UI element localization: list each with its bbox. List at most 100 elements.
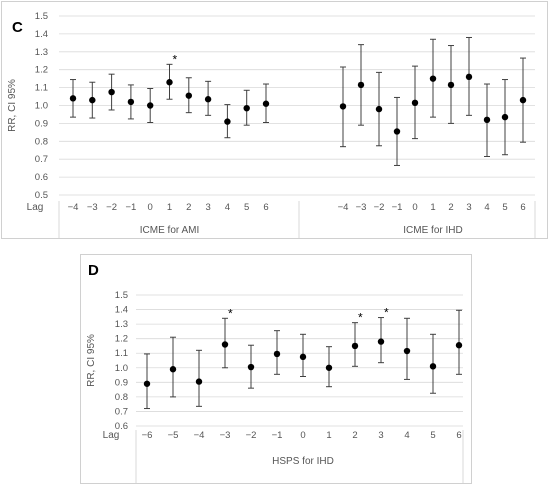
- chart-d-data-point: [143, 380, 151, 387]
- chart-d-lag-prefix: Lag: [103, 430, 120, 441]
- chart-c-data-point: [375, 105, 383, 113]
- chart-d-data-point: [351, 342, 359, 350]
- chart-c-data-point: [204, 96, 212, 103]
- chart-d-group-label: HSPS for IHD: [272, 456, 334, 467]
- chart-c-lag-tick-label: 1: [430, 202, 435, 213]
- chart-c-lag-tick-label: −1: [125, 202, 136, 213]
- chart-d-lag-tick-label: 3: [378, 430, 383, 441]
- chart-d-data-point: [403, 347, 411, 355]
- chart-d-y-tick-label: 1.1: [115, 348, 128, 359]
- chart-c-lag-tick-label: 4: [225, 202, 230, 213]
- chart-c-y-axis-label: RR, CI 95%: [7, 79, 18, 132]
- chart-d-data-point: [195, 378, 203, 385]
- chart-c-lag-tick-label: 4: [484, 202, 489, 213]
- chart-d-data-point: [247, 363, 255, 371]
- chart-c-lag-tick-label: 0: [412, 202, 417, 213]
- chart-c-y-tick-label: 1.5: [35, 11, 48, 22]
- chart-c-y-tick-label: 1.3: [35, 47, 48, 58]
- chart-c-lag-tick-label: 3: [205, 202, 210, 213]
- chart-d-data-point: [377, 338, 385, 345]
- chart-c-data-point: [429, 75, 437, 82]
- chart-c-y-tick-label: 1.2: [35, 65, 48, 76]
- chart-c-data-point: [483, 116, 491, 124]
- chart-d-lag-tick-label: −5: [168, 430, 179, 441]
- chart-d-data-point: [455, 342, 463, 349]
- chart-c-data-point: [185, 92, 192, 99]
- chart-c-data-point: [69, 95, 77, 102]
- chart-c-lag-tick-label: −3: [356, 202, 367, 213]
- chart-d-data-point: [221, 341, 229, 348]
- chart-c-data-point: [465, 73, 473, 81]
- chart-d-data-point: [169, 366, 177, 373]
- chart-c-data-point: [166, 79, 173, 86]
- chart-c-y-tick-label: 1.1: [35, 83, 48, 94]
- chart-c-data-point: [89, 96, 96, 104]
- chart-c-lag-tick-label: −4: [338, 202, 349, 213]
- chart-c-data-point: [147, 102, 154, 109]
- chart-d-svg: D 0.6 0.7 0.8 0.9 1.0 1.1 1.2 1.3 1.4 1.5 RR, CI 95…: [86, 262, 464, 484]
- chart-c-lag-tick-label: 1: [167, 202, 172, 213]
- chart-c-data-point: [243, 104, 250, 112]
- chart-c-lag-tick-label: 2: [448, 202, 453, 213]
- chart-c-svg: C 0.5 0.6 0.7 0.8 0.9 1.0 1.1 1.2 1.3 1.4 1.5 RR, CI…: [7, 11, 536, 239]
- chart-c-y-tick-label: 0.7: [35, 154, 48, 165]
- chart-c-data-point: [393, 128, 401, 135]
- chart-d-lag-tick-label: −4: [194, 430, 205, 441]
- chart-c-data-point: [127, 98, 135, 106]
- chart-c-y-tick-label: 0.9: [35, 118, 48, 129]
- chart-d-lag-tick-label: −2: [246, 430, 257, 441]
- chart-d-y-tick-label: 1.3: [115, 319, 128, 330]
- chart-d-y-axis-label: RR, CI 95%: [86, 334, 97, 387]
- chart-c-panel-label: C: [12, 19, 23, 36]
- chart-c-group-label: ICME for AMI: [140, 225, 199, 236]
- chart-c-lag-tick-label: −1: [392, 202, 403, 213]
- chart-d-lag-tick-label: 6: [456, 430, 461, 441]
- chart-d-lag-tick-label: 0: [300, 430, 305, 441]
- chart-c-lag-tick-label: 3: [466, 202, 471, 213]
- chart-d-lag-tick-label: 5: [430, 430, 435, 441]
- chart-d-panel-label: D: [88, 262, 99, 279]
- chart-c-lag-tick-label: 0: [148, 202, 153, 213]
- chart-d-y-tick-label: 0.7: [115, 406, 128, 417]
- chart-c-data-point: [519, 96, 527, 104]
- panel-d: D 0.6 0.7 0.8 0.9 1.0 1.1 1.2 1.3 1.4 1.5 RR, CI 95…: [80, 254, 472, 484]
- chart-d-y-tick-label: 0.9: [115, 377, 128, 388]
- chart-c-y-tick-label: 0.5: [35, 190, 48, 201]
- chart-d-data-point: [299, 353, 307, 361]
- chart-c-lag-tick-label: −2: [374, 202, 385, 213]
- chart-c-data-point: [339, 103, 347, 110]
- chart-d-y-tick-label: 1.2: [115, 334, 128, 345]
- chart-c-lag-tick-label: −4: [68, 202, 79, 213]
- chart-d-data-point: [273, 350, 281, 358]
- chart-d-significance-star: *: [228, 306, 233, 320]
- chart-c-y-tick-label: 0.8: [35, 136, 48, 147]
- chart-d-data-point: [325, 364, 333, 371]
- chart-d-significance-star: *: [384, 306, 389, 320]
- chart-c-data-point: [501, 113, 509, 121]
- chart-d-y-tick-label: 0.8: [115, 392, 128, 403]
- chart-c-data-point: [108, 88, 115, 96]
- chart-d-y-tick-label: 0.6: [115, 421, 128, 432]
- chart-d-lag-tick-label: −3: [220, 430, 231, 441]
- chart-c-y-tick-label: 1.4: [35, 29, 48, 40]
- chart-c-y-tick-label: 0.6: [35, 172, 48, 183]
- chart-c-lag-tick-label: −3: [87, 202, 98, 213]
- chart-d-y-tick-label: 1.4: [115, 305, 128, 316]
- chart-d-lag-tick-label: −1: [272, 430, 283, 441]
- chart-c-lag-tick-label: 2: [186, 202, 191, 213]
- chart-d-y-tick-label: 1.0: [115, 363, 128, 374]
- chart-c-lag-tick-label: 6: [520, 202, 525, 213]
- chart-d-lag-tick-label: 4: [404, 430, 409, 441]
- panel-c: C 0.5 0.6 0.7 0.8 0.9 1.0 1.1 1.2 1.3 1.4 1.5 RR, CI…: [1, 1, 548, 239]
- chart-d-lag-tick-label: −6: [142, 430, 153, 441]
- chart-c-significance-star: *: [173, 52, 178, 66]
- chart-c-data-point: [224, 118, 231, 125]
- chart-c-lag-tick-label: −2: [106, 202, 117, 213]
- chart-d-lag-tick-label: 2: [352, 430, 357, 441]
- chart-c-data-point: [262, 100, 270, 107]
- chart-d-significance-star: *: [358, 311, 363, 325]
- chart-d-data-point: [429, 363, 437, 370]
- chart-d-y-tick-label: 1.5: [115, 290, 128, 301]
- chart-c-data-point: [411, 99, 419, 107]
- chart-c-lag-tick-label: 5: [244, 202, 249, 213]
